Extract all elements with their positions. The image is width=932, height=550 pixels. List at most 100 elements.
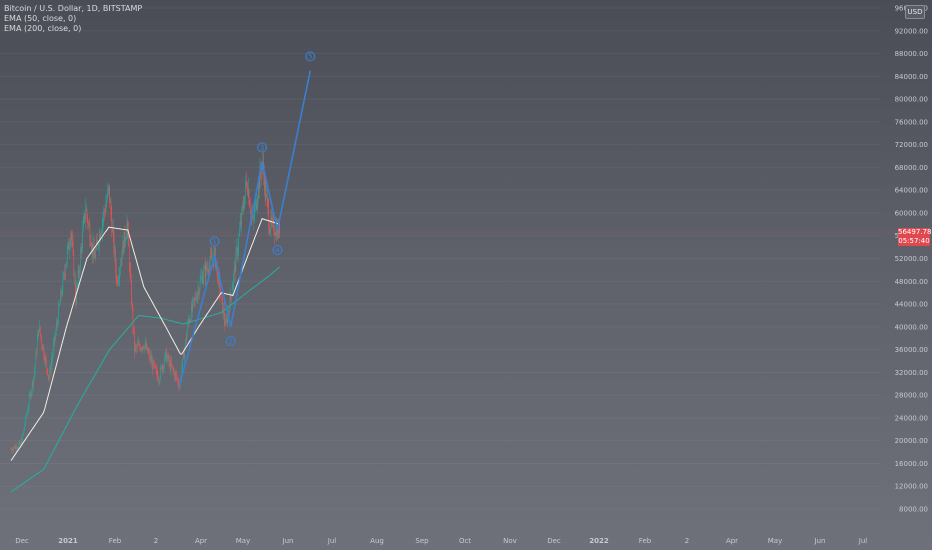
candle: [214, 247, 215, 253]
candle: [207, 268, 208, 270]
candle: [11, 449, 13, 451]
candle: [85, 210, 86, 220]
candle: [58, 305, 60, 307]
candle: [279, 224, 280, 233]
candle: [261, 171, 262, 174]
candle: [278, 224, 280, 236]
candle: [112, 227, 114, 232]
candle: [69, 246, 70, 250]
candle: [131, 304, 133, 308]
candle: [234, 265, 236, 272]
candle: [102, 218, 104, 223]
candle: [49, 368, 50, 379]
candle: [139, 346, 141, 351]
x-tick-label: 2: [685, 537, 689, 545]
candle: [139, 343, 140, 347]
candle: [237, 248, 238, 256]
candle: [39, 326, 41, 335]
candle: [233, 273, 234, 285]
candle: [32, 381, 34, 386]
candle: [18, 444, 19, 448]
candle: [79, 269, 80, 273]
candle: [198, 289, 199, 295]
candle: [42, 344, 43, 350]
candle: [234, 265, 235, 274]
candle: [247, 189, 249, 195]
candle: [10, 449, 12, 450]
candle: [255, 199, 257, 209]
candle: [258, 182, 259, 199]
candle: [52, 353, 53, 359]
candle: [163, 365, 164, 368]
candle: [252, 216, 253, 219]
candle: [71, 232, 72, 240]
candle: [176, 375, 178, 379]
candle: [207, 268, 209, 273]
y-tick-label: 48000.00: [895, 278, 928, 286]
candle: [222, 296, 223, 314]
candle: [259, 167, 261, 189]
candle: [189, 319, 191, 323]
currency-badge[interactable]: USD: [905, 5, 925, 19]
candle: [151, 360, 153, 363]
candle: [105, 204, 107, 213]
candle: [166, 350, 167, 362]
legend-symbol[interactable]: Bitcoin / U.S. Dollar, 1D, BITSTAMP: [4, 4, 143, 13]
candle: [20, 442, 22, 447]
candle: [28, 405, 29, 411]
candle: [193, 298, 195, 300]
candle: [28, 395, 30, 406]
candle: [267, 199, 269, 208]
wave-label-text: (4): [272, 246, 282, 254]
y-tick-label: 72000.00: [895, 141, 928, 149]
candle: [210, 255, 212, 257]
candle: [72, 242, 74, 252]
y-tick-label: 24000.00: [895, 414, 928, 422]
candle: [206, 264, 207, 270]
candle: [56, 323, 58, 325]
candle: [133, 327, 134, 332]
candle: [29, 393, 31, 396]
candle: [272, 218, 274, 220]
legend-ema50[interactable]: EMA (50, close, 0): [4, 14, 77, 23]
candle: [153, 360, 155, 365]
candle: [108, 184, 110, 189]
candle: [253, 216, 254, 219]
candle: [179, 385, 180, 388]
candle: [27, 410, 29, 413]
candle: [46, 361, 48, 369]
candle: [45, 357, 47, 362]
x-tick-label: Aug: [370, 537, 384, 545]
candle: [124, 231, 126, 242]
candle: [268, 207, 269, 228]
candle: [55, 324, 57, 333]
candle: [12, 450, 13, 451]
candle: [75, 291, 77, 304]
legend-ema200[interactable]: EMA (200, close, 0): [4, 24, 82, 33]
candle: [115, 249, 116, 267]
candle: [232, 284, 234, 290]
x-tick-label: Jul: [327, 537, 337, 545]
candle: [248, 189, 250, 204]
candle: [58, 306, 59, 324]
candle: [53, 344, 54, 354]
candle: [17, 447, 18, 449]
candle: [273, 218, 275, 234]
candle: [59, 302, 61, 306]
x-tick-label: Dec: [547, 537, 561, 545]
candle: [66, 250, 68, 262]
candle: [40, 334, 42, 338]
candle: [134, 346, 136, 352]
y-tick-label: 88000.00: [895, 50, 928, 58]
candle: [245, 182, 246, 196]
candle: [156, 369, 158, 375]
candle: [61, 291, 62, 295]
candle: [41, 337, 42, 345]
candle: [258, 182, 260, 189]
candle: [119, 269, 121, 278]
candle: [31, 390, 32, 397]
candle: [143, 348, 145, 349]
candle: [36, 352, 37, 354]
candle: [101, 222, 103, 232]
